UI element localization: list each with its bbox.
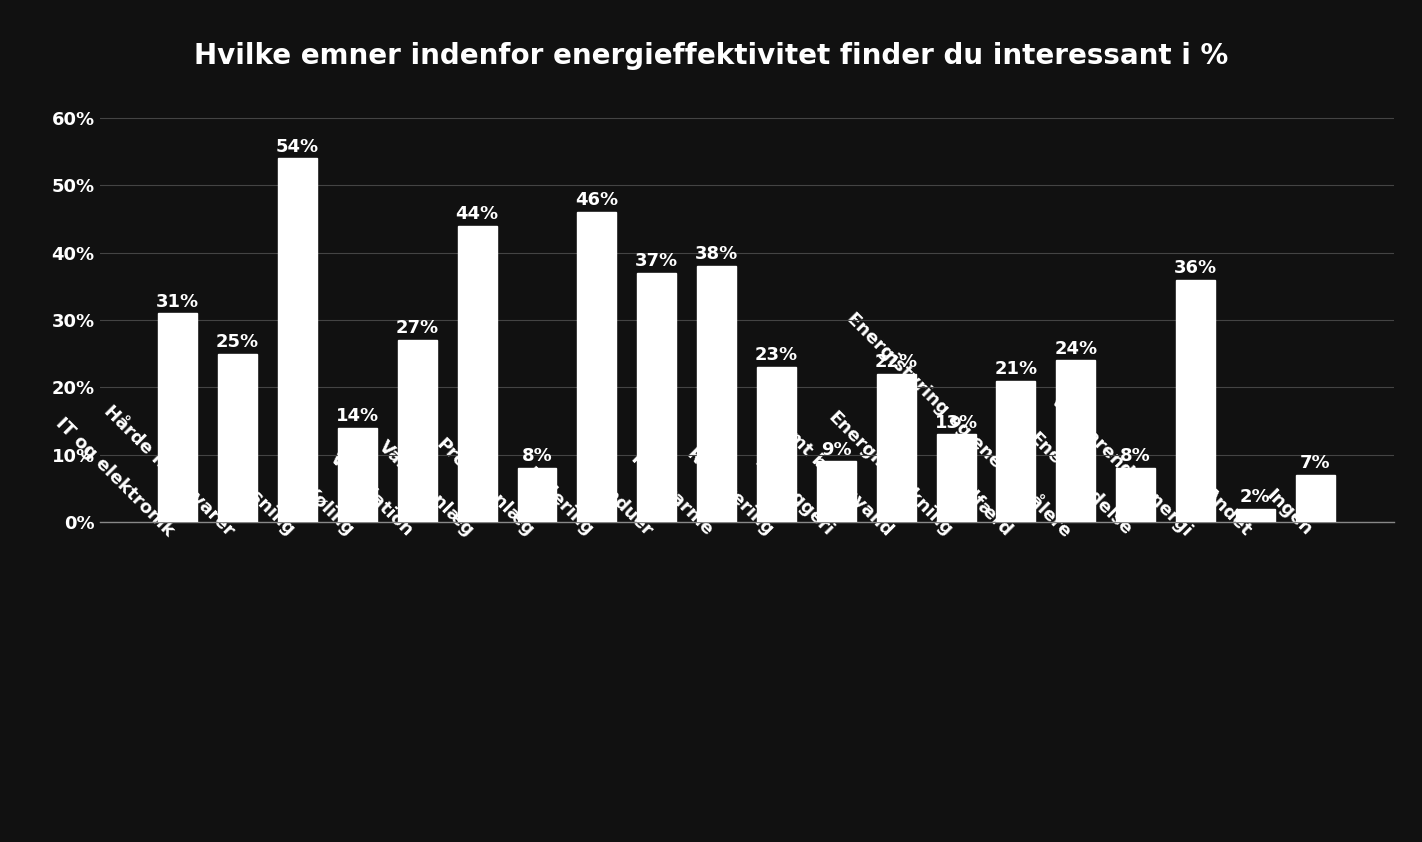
Text: 2%: 2% bbox=[1240, 488, 1271, 506]
Text: 54%: 54% bbox=[276, 137, 319, 156]
Text: 46%: 46% bbox=[576, 191, 619, 210]
Text: 22%: 22% bbox=[875, 353, 917, 371]
Bar bbox=[757, 367, 796, 522]
Bar bbox=[518, 468, 556, 522]
Bar bbox=[338, 428, 377, 522]
Text: 8%: 8% bbox=[1121, 447, 1150, 466]
Text: 38%: 38% bbox=[695, 245, 738, 264]
Text: 14%: 14% bbox=[336, 407, 380, 425]
Bar bbox=[158, 313, 198, 522]
Bar bbox=[1057, 360, 1095, 522]
Text: 37%: 37% bbox=[636, 252, 678, 270]
Bar bbox=[637, 273, 677, 522]
Bar bbox=[1236, 509, 1276, 522]
Text: 9%: 9% bbox=[820, 440, 852, 459]
Bar bbox=[937, 434, 975, 522]
Text: 27%: 27% bbox=[395, 319, 439, 338]
Text: 24%: 24% bbox=[1054, 339, 1098, 358]
Bar bbox=[877, 374, 916, 522]
Bar bbox=[816, 461, 856, 522]
Bar bbox=[398, 340, 437, 522]
Bar bbox=[697, 266, 737, 522]
Bar bbox=[1116, 468, 1155, 522]
Bar bbox=[577, 212, 616, 522]
Bar bbox=[458, 226, 496, 522]
Text: 31%: 31% bbox=[156, 292, 199, 311]
Text: 23%: 23% bbox=[755, 346, 798, 365]
Text: 44%: 44% bbox=[455, 205, 499, 223]
Text: 21%: 21% bbox=[994, 360, 1038, 378]
Text: 36%: 36% bbox=[1175, 258, 1217, 277]
Bar bbox=[1176, 280, 1214, 522]
Bar bbox=[1295, 475, 1335, 522]
Text: 7%: 7% bbox=[1300, 454, 1331, 472]
Bar bbox=[997, 381, 1035, 522]
Bar bbox=[218, 354, 257, 522]
Text: 13%: 13% bbox=[934, 413, 978, 432]
Text: Hvilke emner indenfor energieffektivitet finder du interessant i %: Hvilke emner indenfor energieffektivitet… bbox=[193, 42, 1229, 70]
Text: 25%: 25% bbox=[216, 333, 259, 351]
Bar bbox=[279, 158, 317, 522]
Text: 8%: 8% bbox=[522, 447, 552, 466]
